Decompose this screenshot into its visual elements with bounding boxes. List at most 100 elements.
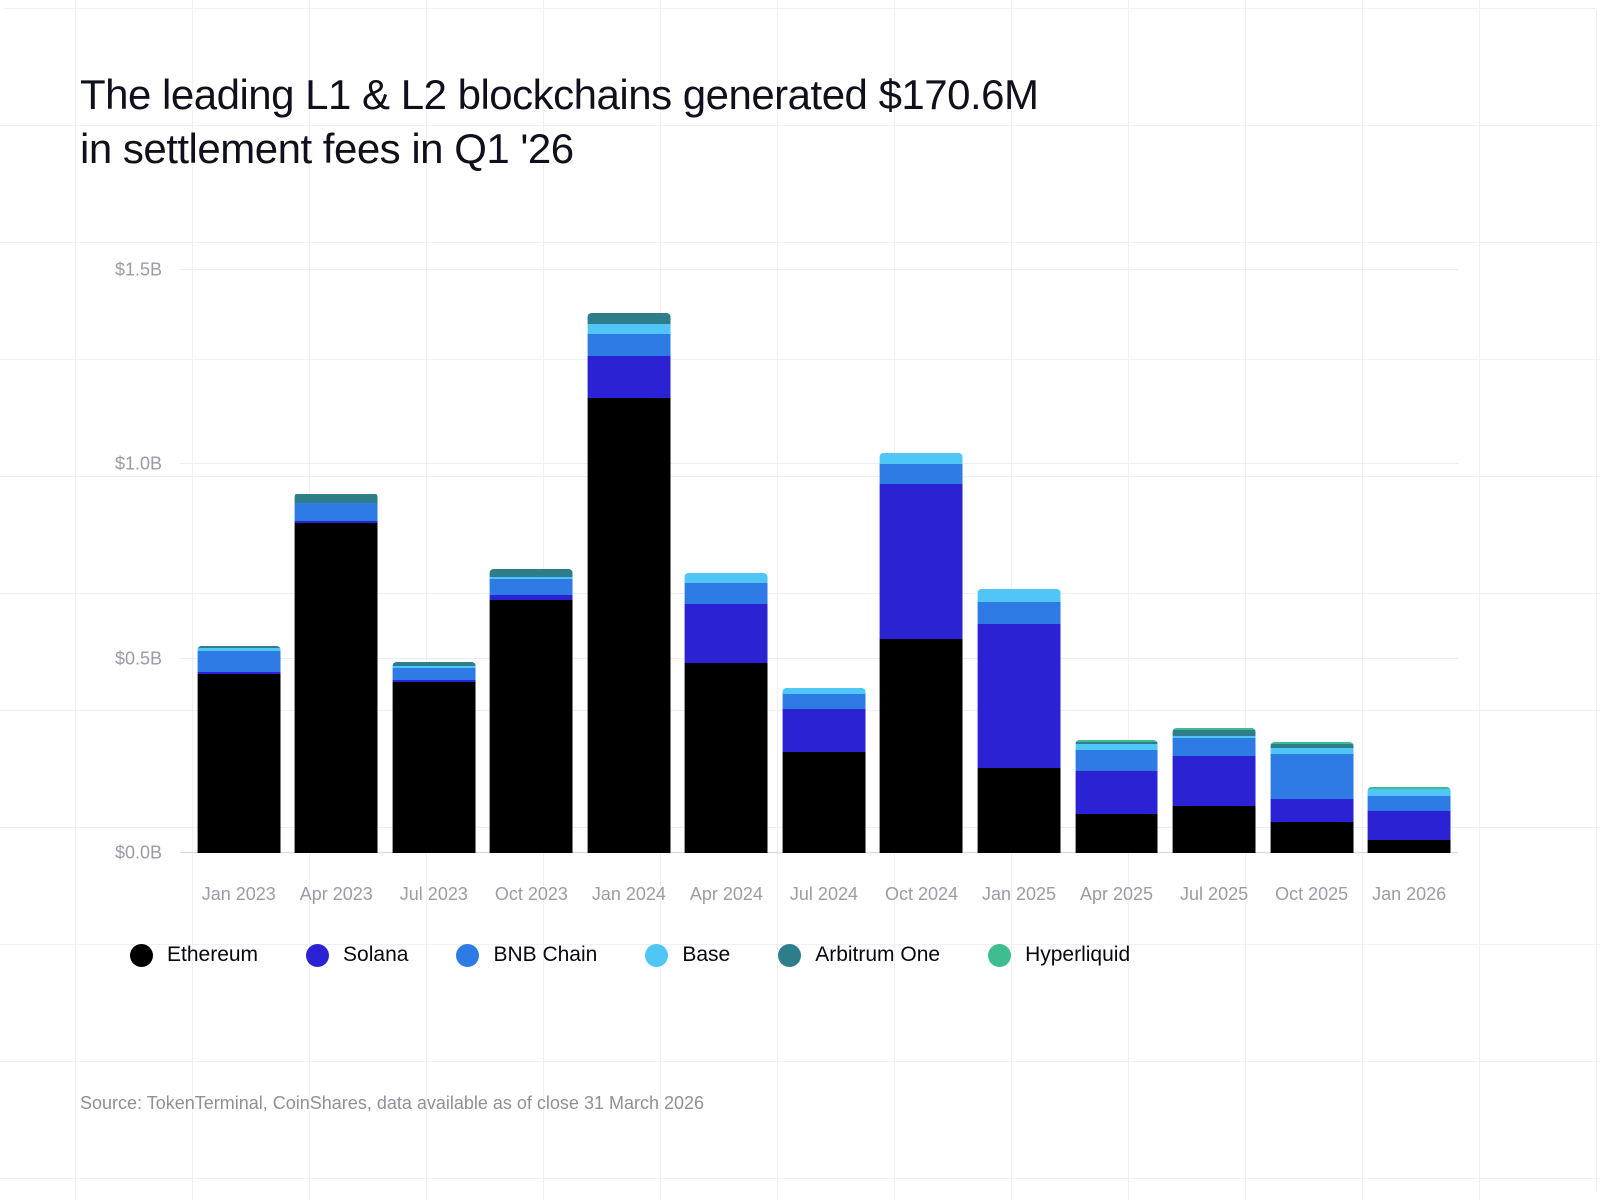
bar-segment-ethereum [782,751,866,853]
legend-label-arbitrum-one: Arbitrum One [815,943,941,966]
stacked-bar-jan-2024 [587,312,671,853]
bar-segment-ethereum [880,639,963,853]
bar-segment-ethereum [977,767,1061,853]
bar-slot-jul-2024 [775,270,873,853]
bar-segment-base [1270,748,1354,754]
bar-segment-base [1367,788,1451,796]
gridline-1.0 [180,463,1458,465]
bar-segment-ethereum [1075,814,1158,853]
stacked-bar-oct-2023 [489,568,573,853]
bar-segment-base [587,324,671,335]
bar-segment-bnb-chain [1172,738,1256,756]
bar-segment-arbitrum-one [587,312,671,325]
source-note: Source: TokenTerminal, CoinShares, data … [80,1093,705,1113]
bar-segment-solana [782,709,866,752]
bar-segment-ethereum [1172,806,1256,853]
bar-segment-ethereum [489,600,573,853]
x-axis-label-jan-2023: Jan 2023 [201,884,276,904]
bar-segment-arbitrum-one [392,662,476,667]
bar-segment-solana [684,604,768,663]
x-axis-label-apr-2024: Apr 2024 [689,884,763,904]
legend-label-ethereum: Ethereum [167,943,259,966]
bar-slot-oct-2023 [483,270,581,853]
bar-segment-bnb-chain [1075,750,1158,772]
bar-segment-solana [587,355,671,399]
legend-item-bnb-chain: BNB Chain [456,943,597,967]
plot-area [180,269,1458,853]
x-axis-label-apr-2023: Apr 2023 [299,884,373,904]
bar-segment-solana [977,623,1061,768]
x-axis-label-jul-2025: Jul 2025 [1180,884,1249,904]
bar-segment-arbitrum-one [294,493,378,504]
x-axis-label-oct-2024: Oct 2024 [884,884,958,904]
bar-slot-apr-2024 [678,270,776,853]
legend-item-base: Base [645,943,730,967]
bar-slot-oct-2025 [1263,270,1361,853]
bar-slot-jan-2023 [190,270,288,853]
bar-segment-hyperliquid [1172,728,1256,731]
stacked-bar-jan-2026 [1367,786,1451,853]
legend-label-bnb-chain: BNB Chain [493,943,598,966]
chart-title-line-2: in settlement fees in Q1 '26 [80,124,574,172]
gridline-0.5 [180,657,1458,659]
bar-slot-apr-2025 [1068,270,1166,853]
bar-segment-base [1075,744,1158,751]
bar-segment-bnb-chain [684,582,768,605]
y-tick-label: $0.5B [114,648,162,669]
bar-segment-base [1172,736,1256,739]
stacked-bar-oct-2025 [1270,742,1354,853]
bar-segment-bnb-chain [294,503,378,521]
bar-slot-jul-2025 [1165,270,1263,853]
bar-segment-solana [880,483,963,640]
bar-segment-bnb-chain [782,693,866,710]
bar-slot-jan-2024 [580,270,678,853]
stacked-bar-jul-2024 [782,687,866,853]
bar-segment-solana [392,680,476,682]
bar-segment-base [392,666,476,669]
bar-segment-solana [1075,771,1158,815]
bar-segment-base [684,573,768,583]
bar-slot-jul-2023 [385,270,483,853]
bar-segment-solana [1172,755,1256,807]
bar-segment-hyperliquid [1075,740,1158,743]
bar-segment-ethereum [392,682,476,853]
gridline-1.5 [180,269,1458,270]
stacked-bar-oct-2024 [880,452,963,853]
bar-slot-oct-2024 [873,270,971,853]
bar-segment-arbitrum-one [197,645,281,648]
bar-segment-solana [489,594,573,601]
bar-segment-arbitrum-one [1270,744,1354,749]
legend-label-base: Base [682,943,731,966]
stacked-bar-apr-2024 [684,573,768,853]
bar-segment-bnb-chain [1270,753,1354,799]
x-axis-label-apr-2025: Apr 2025 [1080,884,1154,904]
legend-label-solana: Solana [343,943,409,966]
legend-item-solana: Solana [306,943,408,967]
legend-item-hyperliquid: Hyperliquid [988,943,1130,967]
bar-segment-ethereum [197,674,281,853]
bar-segment-solana [1367,811,1451,841]
legend-item-ethereum: Ethereum [130,943,258,967]
y-tick-label: $1.5B [114,259,162,280]
stacked-bar-jul-2023 [392,662,476,853]
bar-segment-bnb-chain [1367,795,1451,812]
bar-segment-bnb-chain [587,334,671,356]
bar-segment-bnb-chain [197,650,281,673]
x-axis-label-jul-2023: Jul 2023 [399,884,468,904]
legend-dot-hyperliquid [988,943,1012,967]
x-axis-label-jul-2024: Jul 2024 [789,884,858,904]
bar-segment-ethereum [1367,840,1451,853]
bar-slot-apr-2023 [288,270,386,853]
bar-segment-base [977,588,1061,603]
bar-segment-ethereum [684,662,768,853]
y-axis: $0.0B $0.5B $1.0B $1.5B [90,260,162,863]
bar-segment-arbitrum-one [1075,742,1158,745]
x-axis-label-oct-2025: Oct 2025 [1275,884,1349,904]
bar-segment-base [880,452,963,465]
bar-segment-ethereum [587,398,671,853]
legend-dot-solana [306,943,330,967]
bar-segment-arbitrum-one [489,568,573,577]
stacked-bar-jan-2025 [977,588,1061,853]
